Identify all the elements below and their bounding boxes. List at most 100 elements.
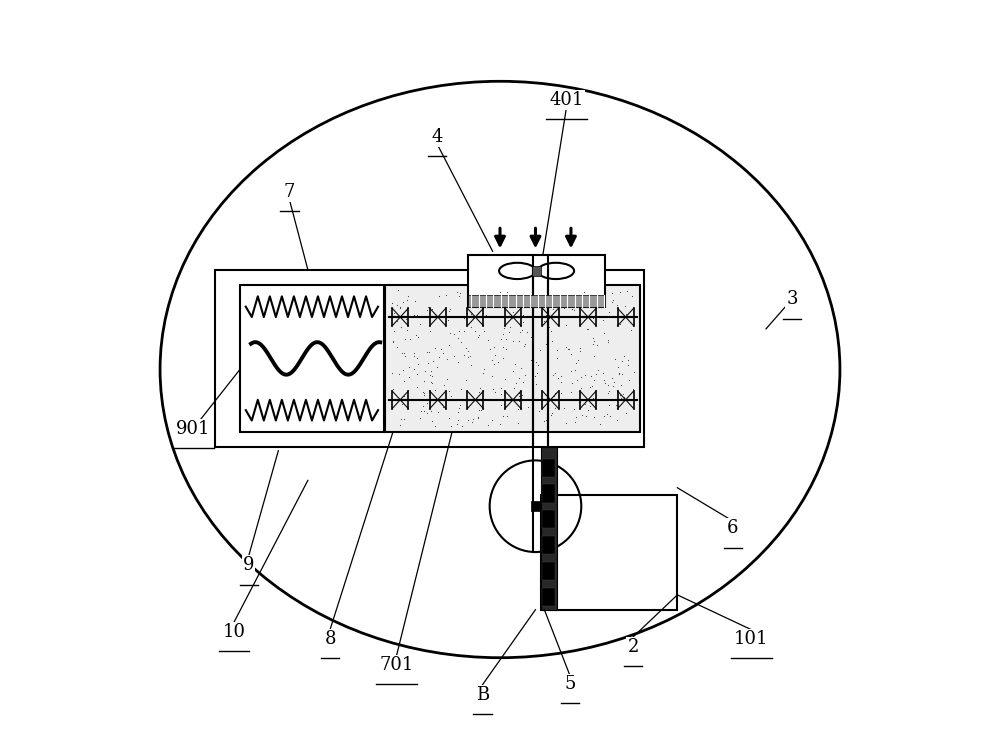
Point: [385, 336, 401, 348]
Point: [541, 321, 557, 333]
Point: [412, 318, 428, 330]
Point: [585, 338, 601, 350]
Point: [507, 358, 523, 370]
Point: [620, 354, 636, 366]
Point: [412, 412, 428, 423]
Point: [391, 368, 407, 380]
Point: [409, 352, 425, 364]
Point: [610, 400, 626, 412]
Point: [515, 376, 531, 388]
Point: [601, 307, 617, 319]
Point: [576, 286, 592, 298]
Text: 101: 101: [734, 630, 769, 648]
Point: [588, 368, 604, 380]
Point: [384, 297, 400, 309]
Point: [594, 297, 610, 309]
Point: [399, 295, 415, 307]
Point: [618, 407, 634, 419]
Point: [471, 330, 487, 341]
Point: [442, 303, 458, 315]
Point: [614, 355, 630, 367]
Point: [564, 377, 580, 389]
Bar: [240, 285, 384, 432]
Point: [506, 382, 522, 394]
Point: [511, 372, 527, 384]
Point: [618, 308, 634, 320]
Point: [611, 367, 627, 379]
Point: [564, 303, 580, 315]
Point: [587, 392, 603, 403]
Point: [454, 420, 470, 432]
Point: [441, 385, 457, 397]
Point: [543, 325, 559, 337]
Point: [601, 385, 617, 397]
Point: [416, 387, 432, 399]
Point: [395, 296, 411, 307]
Point: [423, 377, 439, 389]
Point: [523, 331, 539, 343]
Point: [406, 364, 422, 375]
Text: 6: 6: [727, 520, 739, 537]
Point: [510, 403, 526, 415]
Point: [513, 362, 529, 374]
Point: [543, 409, 559, 421]
Point: [582, 381, 598, 392]
Point: [422, 369, 438, 381]
Point: [611, 369, 627, 381]
Point: [612, 389, 628, 401]
Point: [446, 350, 462, 361]
Point: [486, 341, 502, 353]
Point: [505, 306, 521, 318]
Point: [389, 341, 405, 353]
Point: [434, 398, 450, 410]
Point: [460, 351, 476, 363]
Point: [590, 364, 606, 376]
Point: [562, 310, 578, 322]
Bar: [542, 458, 555, 477]
Text: B: B: [476, 686, 489, 704]
Point: [578, 410, 594, 422]
Point: [568, 357, 584, 369]
Point: [561, 343, 577, 355]
Point: [531, 405, 547, 417]
Point: [470, 411, 486, 423]
Point: [517, 370, 533, 381]
Text: 701: 701: [379, 656, 414, 674]
Point: [474, 400, 490, 412]
Text: 3: 3: [786, 290, 798, 308]
Text: 8: 8: [324, 630, 336, 648]
Point: [495, 295, 511, 307]
Point: [556, 402, 572, 414]
Point: [499, 286, 515, 298]
Point: [502, 321, 518, 333]
Point: [544, 335, 560, 347]
Point: [515, 316, 531, 328]
Bar: [542, 588, 555, 606]
Point: [397, 350, 413, 362]
Point: [410, 331, 426, 343]
Point: [396, 375, 412, 387]
Point: [491, 296, 507, 307]
Point: [549, 353, 565, 364]
Point: [492, 418, 508, 430]
Point: [424, 415, 440, 427]
Point: [394, 398, 410, 410]
Point: [495, 329, 511, 341]
Point: [525, 297, 541, 309]
Point: [613, 379, 629, 391]
Point: [559, 289, 575, 301]
Point: [498, 343, 514, 355]
Point: [581, 392, 597, 404]
Point: [530, 358, 546, 370]
Point: [587, 395, 603, 406]
Point: [406, 350, 422, 362]
Point: [615, 388, 631, 400]
Point: [493, 333, 509, 344]
Point: [441, 339, 457, 351]
Point: [469, 295, 485, 307]
Point: [462, 350, 478, 361]
Point: [612, 286, 628, 298]
Point: [495, 352, 511, 364]
Point: [574, 409, 590, 421]
Point: [577, 308, 593, 320]
